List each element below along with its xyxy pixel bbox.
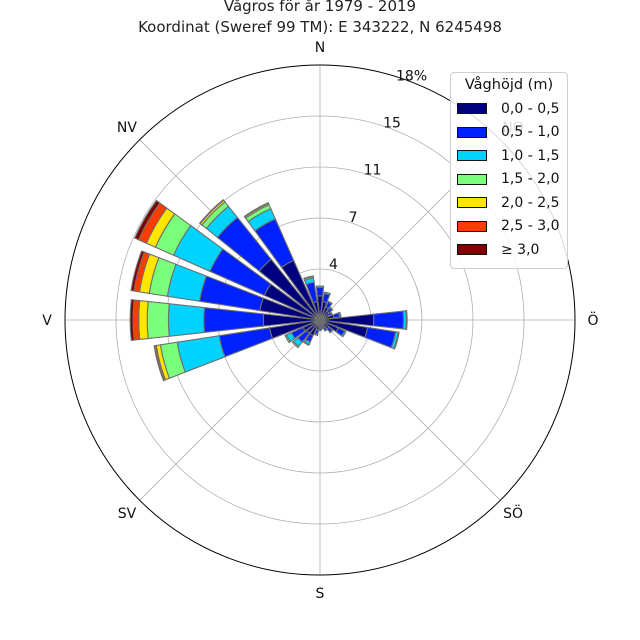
bar-segment xyxy=(405,310,408,330)
radial-tick-label: 18% xyxy=(396,68,427,84)
bar-segment xyxy=(393,331,400,350)
legend: Våghöjd (m) 0,0 - 0,5 0,5 - 1,0 1,0 - 1,5 1… xyxy=(450,72,568,269)
legend-title: Våghöjd (m) xyxy=(464,77,554,93)
bar-segment xyxy=(291,340,300,349)
bar-segment xyxy=(329,306,334,311)
direction-label: SÖ xyxy=(503,504,523,522)
legend-swatch xyxy=(457,150,487,162)
bar-segment xyxy=(218,327,274,358)
legend-swatch xyxy=(457,173,487,185)
bar-segment xyxy=(340,330,347,338)
legend-swatch xyxy=(457,103,487,115)
bar-segment xyxy=(364,326,397,349)
bar-segment xyxy=(129,299,135,341)
legend-label: 1,0 - 1,5 xyxy=(501,147,560,164)
chart-title: Vågros för år 1979 - 2019 xyxy=(223,0,417,15)
legend-label: 2,0 - 2,5 xyxy=(501,194,560,211)
legend-label: 0,5 - 1,0 xyxy=(501,124,560,141)
bar-segment xyxy=(138,299,149,341)
bar-segment xyxy=(146,300,170,340)
bar-segment xyxy=(329,311,334,316)
grid-spoke xyxy=(139,319,321,501)
bar-segment xyxy=(372,310,405,330)
bar-segment xyxy=(318,329,322,332)
grid-spoke xyxy=(319,319,501,501)
bar-segment xyxy=(323,291,331,296)
bar-segment xyxy=(203,306,265,334)
legend-item: 2,0 - 2,5 xyxy=(457,191,561,215)
bar-segment xyxy=(313,332,319,337)
direction-label: SV xyxy=(118,506,137,522)
polar-frame xyxy=(64,64,576,576)
bar-segment xyxy=(153,345,165,382)
legend-item: ≥ 3,0 xyxy=(457,238,561,262)
bar-segment xyxy=(327,300,333,305)
legend-item: 1,5 - 2,0 xyxy=(457,168,561,192)
radial-tick-label: 7 xyxy=(349,210,358,226)
bar-segment xyxy=(337,311,342,318)
legend-item: 0,5 - 1,0 xyxy=(457,121,561,145)
chart-subtitle: Koordinat (Sweref 99 TM): E 343222, N 62… xyxy=(138,18,502,36)
bar-segment xyxy=(176,335,226,373)
bar-segment xyxy=(320,327,325,330)
legend-label: 0,0 - 0,5 xyxy=(501,100,560,117)
radial-tick-label: 15 xyxy=(383,116,401,132)
bar-segment xyxy=(198,198,225,225)
legend-swatch xyxy=(457,244,487,256)
legend-swatch xyxy=(457,220,487,232)
radial-tick-label: 4 xyxy=(329,257,338,273)
bar-segment xyxy=(323,328,328,332)
bar-segment xyxy=(130,250,145,292)
direction-label: S xyxy=(316,586,325,602)
bar-segment xyxy=(315,285,325,289)
legend-swatch xyxy=(457,197,487,209)
legend-item: 1,0 - 1,5 xyxy=(457,144,561,168)
legend-label: ≥ 3,0 xyxy=(501,241,540,258)
direction-label: NV xyxy=(117,120,137,136)
radial-tick-label: 11 xyxy=(364,163,382,179)
legend-item: 0,0 - 0,5 xyxy=(457,97,561,121)
direction-label: V xyxy=(42,313,52,329)
bar-segment xyxy=(167,303,206,337)
bar-segment xyxy=(284,334,292,344)
bar-segment xyxy=(133,199,161,241)
bar-segment xyxy=(303,275,314,280)
legend-item: 2,5 - 3,0 xyxy=(457,215,561,239)
bar-segment xyxy=(315,286,325,297)
legend-label: 2,5 - 3,0 xyxy=(501,218,560,235)
legend-label: 1,5 - 2,0 xyxy=(501,171,560,188)
direction-label: N xyxy=(315,40,325,56)
bar-segment xyxy=(243,202,270,218)
legend-swatch xyxy=(457,126,487,138)
direction-label: Ö xyxy=(587,311,598,329)
bar-segment xyxy=(329,329,334,334)
bar-segment xyxy=(302,340,310,346)
